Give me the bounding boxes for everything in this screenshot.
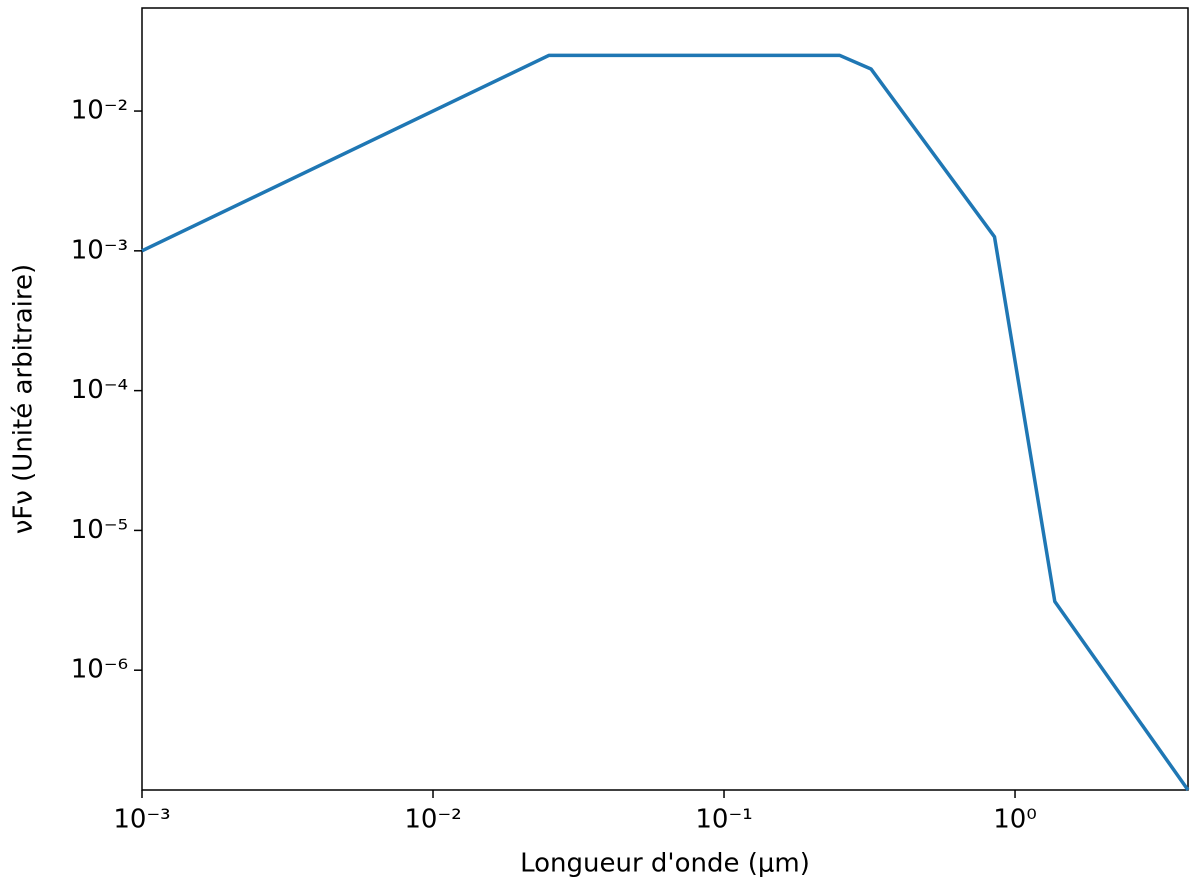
y-tick-label: 10⁻² xyxy=(71,96,128,126)
x-tick-label: 10⁻² xyxy=(404,805,461,835)
plot-frame xyxy=(141,7,1189,791)
y-tick-label: 10⁻³ xyxy=(71,235,128,265)
x-tick-label: 10⁰ xyxy=(993,805,1037,835)
line-series xyxy=(141,53,1190,792)
y-tick-label: 10⁻⁶ xyxy=(71,655,128,685)
x-axis-label: Longueur d'onde (μm) xyxy=(520,849,810,879)
y-tick-label: 10⁻⁵ xyxy=(71,515,128,545)
y-tick-label: 10⁻⁴ xyxy=(71,375,128,405)
x-tick-label: 10⁻³ xyxy=(113,805,170,835)
x-tick-label: 10⁻¹ xyxy=(695,805,752,835)
y-axis-label: νFν (Unité arbitraire) xyxy=(9,264,39,534)
